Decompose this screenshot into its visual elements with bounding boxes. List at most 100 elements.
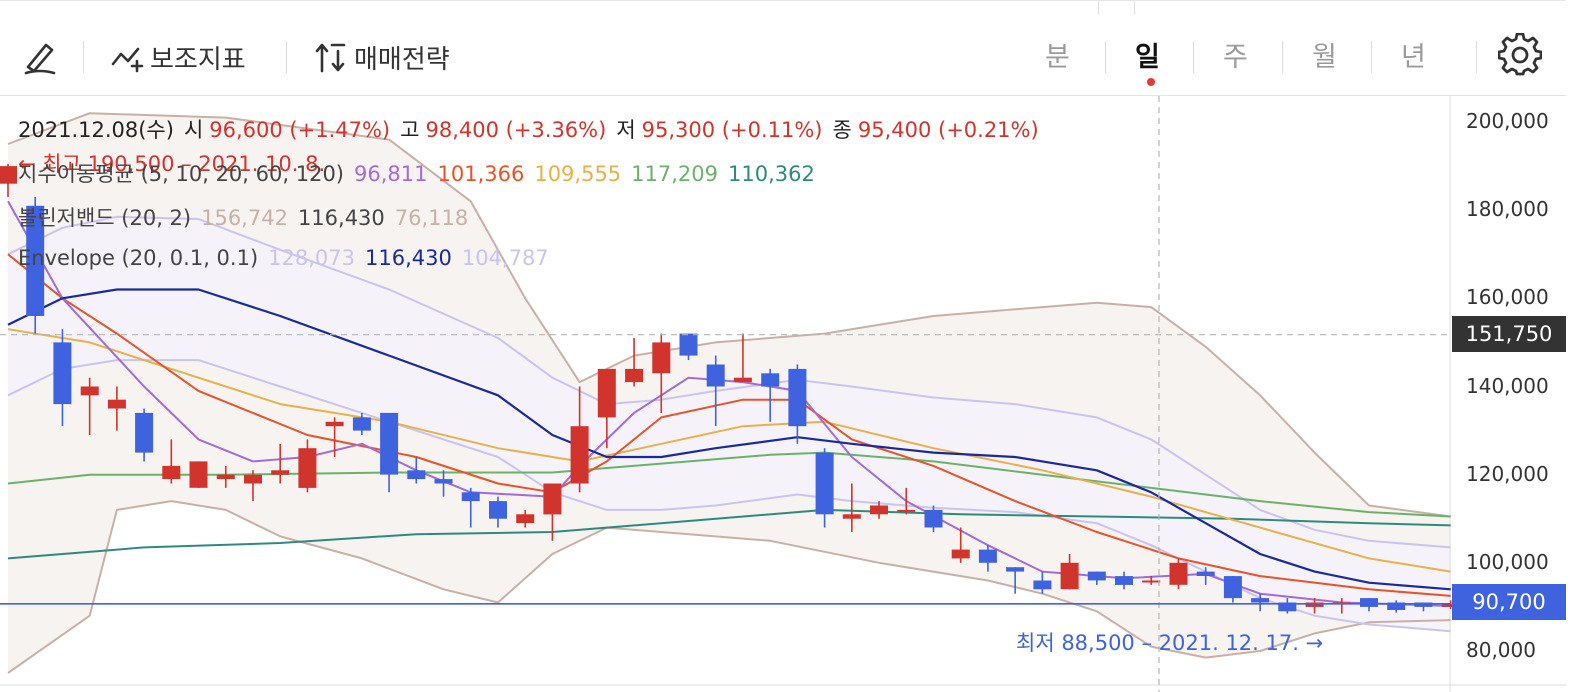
candle-body <box>107 399 126 409</box>
settings-button[interactable] <box>1498 33 1542 76</box>
bollinger-legend-name: 볼린저밴드 (20, 2) <box>18 206 192 230</box>
candle-body <box>80 386 99 396</box>
candle-body <box>1414 602 1433 607</box>
tab-minute[interactable]: 분 <box>1045 42 1070 73</box>
candle-body <box>189 461 208 488</box>
top-divider <box>1134 1 1135 15</box>
ema20-line <box>7 328 1451 573</box>
candle-body <box>244 474 262 484</box>
envelope-upper-line <box>7 215 1451 549</box>
candle-body <box>543 483 562 515</box>
ema-legend: 지수이동평균 (5, 10, 20, 60, 120) 96,811 101,366… <box>18 158 825 188</box>
candle-body <box>298 448 317 488</box>
candle-body <box>1305 602 1324 607</box>
toolbar-divider <box>1371 41 1372 73</box>
bollinger-upper-line <box>7 112 1451 518</box>
candle-body <box>216 474 235 480</box>
candlestick-chart[interactable] <box>0 96 1566 692</box>
candle-body <box>978 549 997 563</box>
legend-close-label: 종 <box>832 118 852 142</box>
candle-body <box>652 342 671 374</box>
y-axis-tick-label: 180,000 <box>1466 197 1549 222</box>
ema5-value: 96,811 <box>354 162 428 186</box>
envelope-band-fill <box>8 216 1451 632</box>
y-axis-tick-label: 120,000 <box>1466 461 1549 486</box>
toolbar-divider <box>1476 41 1477 73</box>
candle-body <box>1115 576 1133 585</box>
legend-open-label: 시 <box>183 118 204 142</box>
candle-body <box>162 465 181 480</box>
y-axis-tick-label: 160,000 <box>1466 285 1549 310</box>
envelope-legend: Envelope (20, 0.1, 0.1) 128,073 116,430 104… <box>18 246 559 270</box>
candle-body <box>1006 567 1025 572</box>
candle-body <box>271 470 290 475</box>
candle-body <box>434 479 453 484</box>
current-price-tag: 90,700 <box>1452 584 1566 620</box>
candle-body <box>1278 602 1297 612</box>
candle-body <box>625 368 644 383</box>
candle-body <box>1251 598 1270 603</box>
candle-body <box>679 333 698 356</box>
candle-body <box>870 505 888 515</box>
top-divider <box>1098 1 1099 15</box>
candle-body <box>516 514 535 524</box>
ema20-value: 109,555 <box>534 162 622 186</box>
legend-open-value: 96,600 (+1.47%) <box>209 118 391 142</box>
indicator-button[interactable]: 보조지표 <box>110 37 246 77</box>
indicator-icon <box>111 47 144 73</box>
candle-body <box>1169 562 1188 585</box>
candle-body <box>1387 602 1406 610</box>
chart-toolbar: 보조지표 매매전략 분 일 주 월 년 <box>0 0 1566 96</box>
candle-body <box>897 509 916 512</box>
bb-lower-value: 76,118 <box>394 206 469 230</box>
tab-week[interactable]: 주 <box>1223 42 1248 73</box>
y-axis-tick-label: 100,000 <box>1466 549 1549 574</box>
tab-month[interactable]: 월 <box>1312 42 1337 73</box>
legend-date: 2021.12.08(수) <box>18 118 174 142</box>
candle-body <box>951 549 970 559</box>
candle-body <box>1033 580 1052 590</box>
ema-legend-name: 지수이동평균 (5, 10, 20, 60, 120) <box>18 162 344 186</box>
legend-high-label: 고 <box>400 118 420 142</box>
candle-body <box>407 470 426 480</box>
candle-body <box>0 166 17 184</box>
active-tab-indicator <box>1147 78 1155 86</box>
candle-body <box>761 373 780 387</box>
candle-body <box>26 205 45 316</box>
gear-icon <box>1498 33 1542 76</box>
candle-body <box>352 417 371 431</box>
toolbar-divider <box>1193 41 1194 73</box>
bb-upper-value: 156,742 <box>201 206 288 230</box>
ema10-line <box>7 253 1451 597</box>
candle-body <box>815 452 834 515</box>
pencil-icon <box>24 43 56 75</box>
toolbar-divider <box>1105 41 1106 73</box>
candle-body <box>733 377 752 383</box>
candle-body <box>1196 571 1215 576</box>
candle-body <box>842 514 861 519</box>
candle-body <box>461 492 480 502</box>
toolbar-divider <box>83 41 84 73</box>
y-axis-tick-label: 140,000 <box>1466 373 1549 398</box>
ohlc-legend: 2021.12.08(수) 시 96,600 (+1.47%) 고 98,400 (+3… <box>18 114 1049 144</box>
sort-arrows-icon <box>315 43 346 73</box>
ema60-value: 117,209 <box>631 162 719 186</box>
candle-body <box>1060 562 1079 590</box>
envelope-legend-name: Envelope (20, 0.1, 0.1) <box>18 246 259 270</box>
y-axis-tick-label: 80,000 <box>1466 638 1536 662</box>
bb-mid-value: 116,430 <box>297 206 385 230</box>
ema120-line <box>7 508 1451 560</box>
candle-body <box>1087 571 1106 581</box>
envelope-mid-line <box>7 288 1451 591</box>
strategy-button[interactable]: 매매전략 <box>314 37 450 77</box>
legend-low-label: 저 <box>616 118 636 142</box>
bollinger-legend: 볼린저밴드 (20, 2) 156,742 116,430 76,118 <box>18 202 478 232</box>
candle-body <box>706 364 725 387</box>
candle-body <box>489 501 507 519</box>
draw-tool-button[interactable] <box>20 37 60 77</box>
legend-low-value: 95,300 (+0.11%) <box>641 118 823 142</box>
tab-day[interactable]: 일 <box>1135 42 1160 73</box>
tab-year[interactable]: 년 <box>1401 42 1426 73</box>
env-mid-value: 116,430 <box>364 246 452 270</box>
candle-body <box>570 426 589 484</box>
